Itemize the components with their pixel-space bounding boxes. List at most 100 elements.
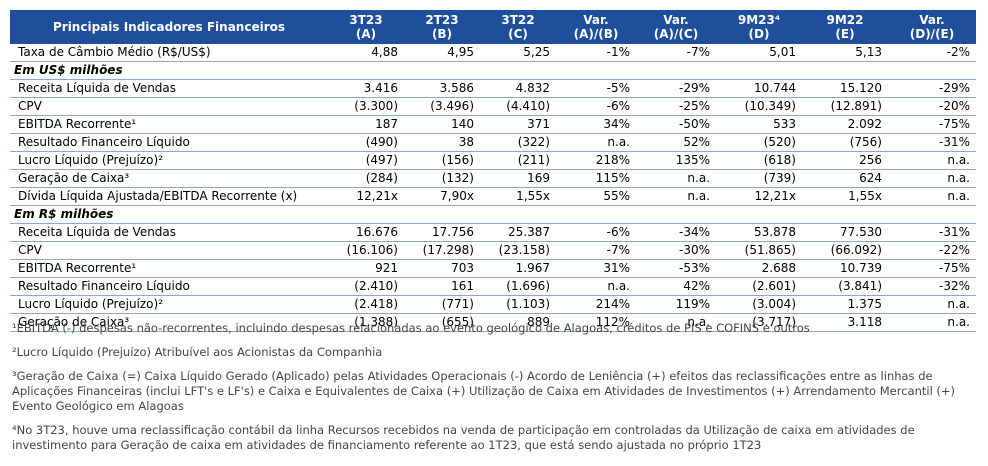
cell-value: 3.118 [802, 313, 888, 332]
footnote: ³Geração de Caixa (=) Caixa Líquido Gera… [12, 369, 956, 413]
cell-value: 135% [636, 151, 716, 170]
cell-value: 119% [636, 295, 716, 314]
cell-value: 10.739 [802, 259, 888, 278]
cell-value: 2.092 [802, 115, 888, 134]
cell-value: 12,21x [328, 187, 404, 206]
cell-value: (12.891) [802, 97, 888, 116]
cell-value: n.a. [636, 313, 716, 332]
financial-indicators-table: Principais Indicadores Financeiros 3T23(… [10, 10, 976, 332]
cell-value: -31% [888, 133, 976, 152]
cell-value: (284) [328, 169, 404, 188]
cell-value: (3.717) [716, 313, 802, 332]
section-header-row: Em R$ milhões [10, 205, 976, 224]
row-label: Dívida Líquida Ajustada/EBITDA Recorrent… [10, 187, 328, 206]
row-label: CPV [10, 97, 328, 116]
cell-value: 889 [480, 313, 556, 332]
cell-value: (771) [404, 295, 480, 314]
cell-value: 53.878 [716, 223, 802, 242]
cell-value: -30% [636, 241, 716, 260]
table-title: Principais Indicadores Financeiros [10, 10, 328, 44]
cell-value: (1.388) [328, 313, 404, 332]
cell-value: 15.120 [802, 79, 888, 98]
cell-value: 214% [556, 295, 636, 314]
cell-value: -31% [888, 223, 976, 242]
row-label: Receita Líquida de Vendas [10, 223, 328, 242]
table-row: Geração de Caixa³ (1.388) (655) 889 112% n.a.… [10, 313, 976, 332]
cell-value: 3.586 [404, 79, 480, 98]
cell-value: 218% [556, 151, 636, 170]
cell-value: 52% [636, 133, 716, 152]
cell-value: 77.530 [802, 223, 888, 242]
section-title: Em R$ milhões [10, 205, 976, 224]
cell-value: 187 [328, 115, 404, 134]
cell-value: n.a. [888, 295, 976, 314]
cell-value: (211) [480, 151, 556, 170]
table-row: Taxa de Câmbio Médio (R$/US$) 4,88 4,95 … [10, 44, 976, 62]
row-label: Resultado Financeiro Líquido [10, 133, 328, 152]
cell-value: (2.418) [328, 295, 404, 314]
cell-value: 161 [404, 277, 480, 296]
col-header-var-ac: Var. (A)/(C) [636, 10, 716, 44]
table-row: CPV (3.300) (3.496) (4.410) -6% -25% (10.349)(… [10, 97, 976, 116]
cell-value: 25.387 [480, 223, 556, 242]
cell-value: -22% [888, 241, 976, 260]
cell-value: -50% [636, 115, 716, 134]
cell-value: 624 [802, 169, 888, 188]
col-header-var-de: Var. (D)/(E) [888, 10, 976, 44]
cell-value: -75% [888, 259, 976, 278]
cell-value: 10.744 [716, 79, 802, 98]
cell-value: 3.416 [328, 79, 404, 98]
table-row: Receita Líquida de Vendas 3.416 3.586 4.832… [10, 79, 976, 98]
col-header-2t23: 2T23 (B) [404, 10, 480, 44]
cell-value: 169 [480, 169, 556, 188]
cell-value: (156) [404, 151, 480, 170]
cell-value: 115% [556, 169, 636, 188]
cell-value: (756) [802, 133, 888, 152]
cell-value: (322) [480, 133, 556, 152]
cell-value: 31% [556, 259, 636, 278]
cell-value: (490) [328, 133, 404, 152]
table-row: EBITDA Recorrente¹ 187 140 371 34% -50% 533 2.0… [10, 115, 976, 134]
row-label: Resultado Financeiro Líquido [10, 277, 328, 296]
cell-value: -7% [556, 241, 636, 260]
cell-value: 1.967 [480, 259, 556, 278]
cell-value: 12,21x [716, 187, 802, 206]
footnote: ⁴No 3T23, houve uma reclassificação cont… [12, 423, 915, 452]
cell-value: 4,88 [328, 44, 404, 62]
cell-value: 140 [404, 115, 480, 134]
cell-value: (2.601) [716, 277, 802, 296]
cell-value: 1,55x [802, 187, 888, 206]
cell-value: n.a. [888, 187, 976, 206]
col-header-var-ab: Var. (A)/(B) [556, 10, 636, 44]
cell-value: -25% [636, 97, 716, 116]
cell-value: 921 [328, 259, 404, 278]
cell-value: 55% [556, 187, 636, 206]
cell-value: 4,95 [404, 44, 480, 62]
cell-value: n.a. [636, 187, 716, 206]
col-header-3t23: 3T23 (A) [328, 10, 404, 44]
cell-value: n.a. [556, 133, 636, 152]
footnote: ²Lucro Líquido (Prejuízo) Atribuível aos… [12, 345, 383, 359]
table-row: Resultado Financeiro Líquido (2.410) 161 (1… [10, 277, 976, 296]
cell-value: 371 [480, 115, 556, 134]
cell-value: n.a. [888, 313, 976, 332]
cell-value: 7,90x [404, 187, 480, 206]
cell-value: (618) [716, 151, 802, 170]
cell-value: -1% [556, 44, 636, 62]
cell-value: (16.106) [328, 241, 404, 260]
section-title: Em US$ milhões [10, 61, 976, 80]
cell-value: (655) [404, 313, 480, 332]
table-header-row: Principais Indicadores Financeiros 3T23(… [10, 10, 976, 44]
table-row: Receita Líquida de Vendas 16.676 17.756 25.… [10, 223, 976, 242]
cell-value: n.a. [888, 169, 976, 188]
cell-value: -32% [888, 277, 976, 296]
cell-value: 112% [556, 313, 636, 332]
cell-value: 4.832 [480, 79, 556, 98]
row-label: Geração de Caixa³ [10, 313, 328, 332]
footnote: ¹EBITDA (-) despesas não-recorrentes, in… [12, 321, 810, 335]
row-label: EBITDA Recorrente¹ [10, 115, 328, 134]
cell-value: (132) [404, 169, 480, 188]
cell-value: (3.004) [716, 295, 802, 314]
cell-value: -53% [636, 259, 716, 278]
